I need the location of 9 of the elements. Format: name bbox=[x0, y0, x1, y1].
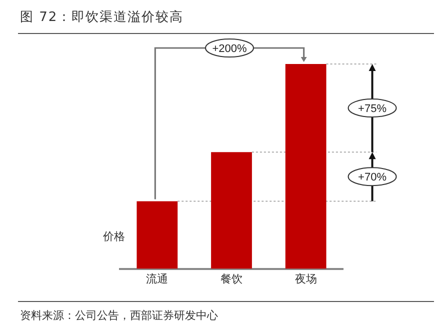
x-tick-label: 夜场 bbox=[294, 272, 317, 286]
annotation: +75% bbox=[358, 103, 387, 116]
annotation: +70% bbox=[358, 172, 387, 184]
text: +200% bbox=[212, 43, 247, 55]
y-axis-title: 价格 bbox=[103, 229, 125, 244]
x-tick-label: 流通 bbox=[146, 272, 168, 286]
chart-title: 图 72：即饮渠道溢价较高 bbox=[20, 9, 184, 26]
text: 资料来源：公司公告，西部证券研发中心 bbox=[20, 308, 218, 323]
x-tick-label: 餐饮 bbox=[220, 273, 242, 286]
